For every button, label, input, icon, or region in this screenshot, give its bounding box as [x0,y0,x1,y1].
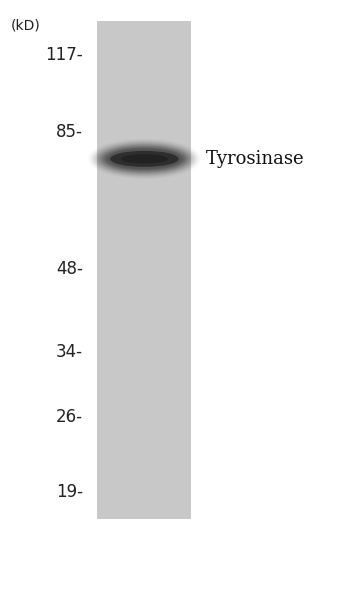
Text: 26-: 26- [56,408,83,426]
Ellipse shape [108,149,181,169]
Text: 85-: 85- [56,123,83,141]
Ellipse shape [104,147,185,171]
Text: 19-: 19- [56,483,83,502]
Ellipse shape [110,151,179,167]
Ellipse shape [103,147,186,171]
Ellipse shape [105,148,184,171]
Text: Tyrosinase: Tyrosinase [206,150,304,168]
Ellipse shape [103,146,186,171]
Text: 48-: 48- [56,260,83,278]
Ellipse shape [106,148,183,169]
Bar [97,21,191,519]
Text: (kD): (kD) [11,19,40,33]
Ellipse shape [107,149,182,169]
Ellipse shape [121,154,168,163]
Ellipse shape [105,148,183,170]
Text: 34-: 34- [56,343,83,362]
Text: 117-: 117- [45,46,83,64]
